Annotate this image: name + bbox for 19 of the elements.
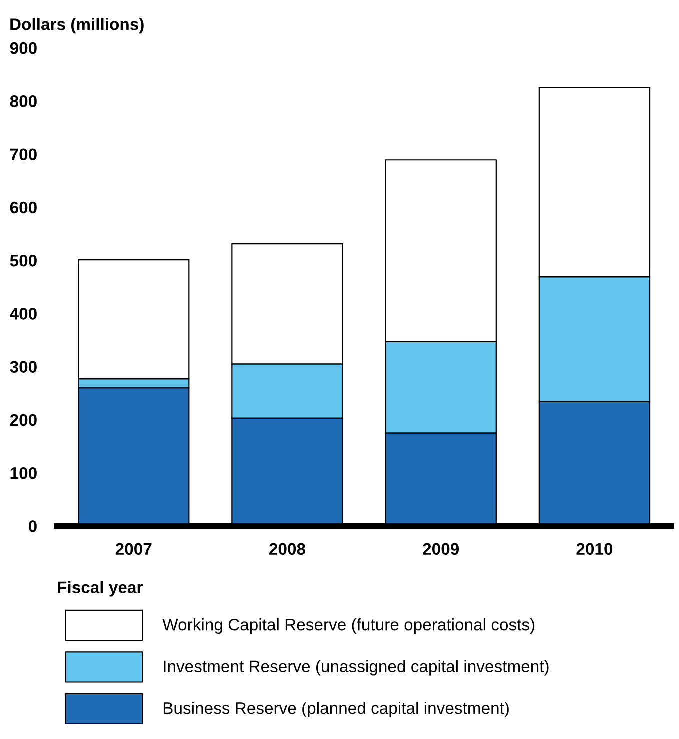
y-tick-label: 300: [10, 361, 37, 374]
y-tick-label: 900: [10, 42, 37, 54]
legend-label: Business Reserve (planned capital investment): [164, 702, 509, 718]
x-tick-label: 2008: [270, 543, 306, 556]
x-tick-label: 2010: [576, 543, 613, 556]
x-axis-title: Fiscal year: [58, 581, 143, 597]
y-tick-label: 800: [10, 96, 37, 108]
x-tick-label: 2009: [423, 543, 460, 556]
legend-label: Working Capital Reserve (future operational costs): [162, 618, 535, 634]
y-tick-label: 400: [10, 308, 37, 320]
y-tick-label: 700: [10, 148, 37, 160]
legend-label: Investment Reserve (unassigned capital investment): [164, 660, 549, 676]
y-tick-label: 200: [10, 414, 37, 426]
y-axis-title: Dollars (millions): [10, 18, 144, 34]
y-tick-label: 100: [10, 467, 37, 480]
y-tick-label: 500: [10, 254, 37, 267]
y-tick-label: 0: [28, 520, 37, 532]
y-tick-label: 600: [10, 202, 37, 214]
x-tick-label: 2007: [116, 543, 152, 556]
